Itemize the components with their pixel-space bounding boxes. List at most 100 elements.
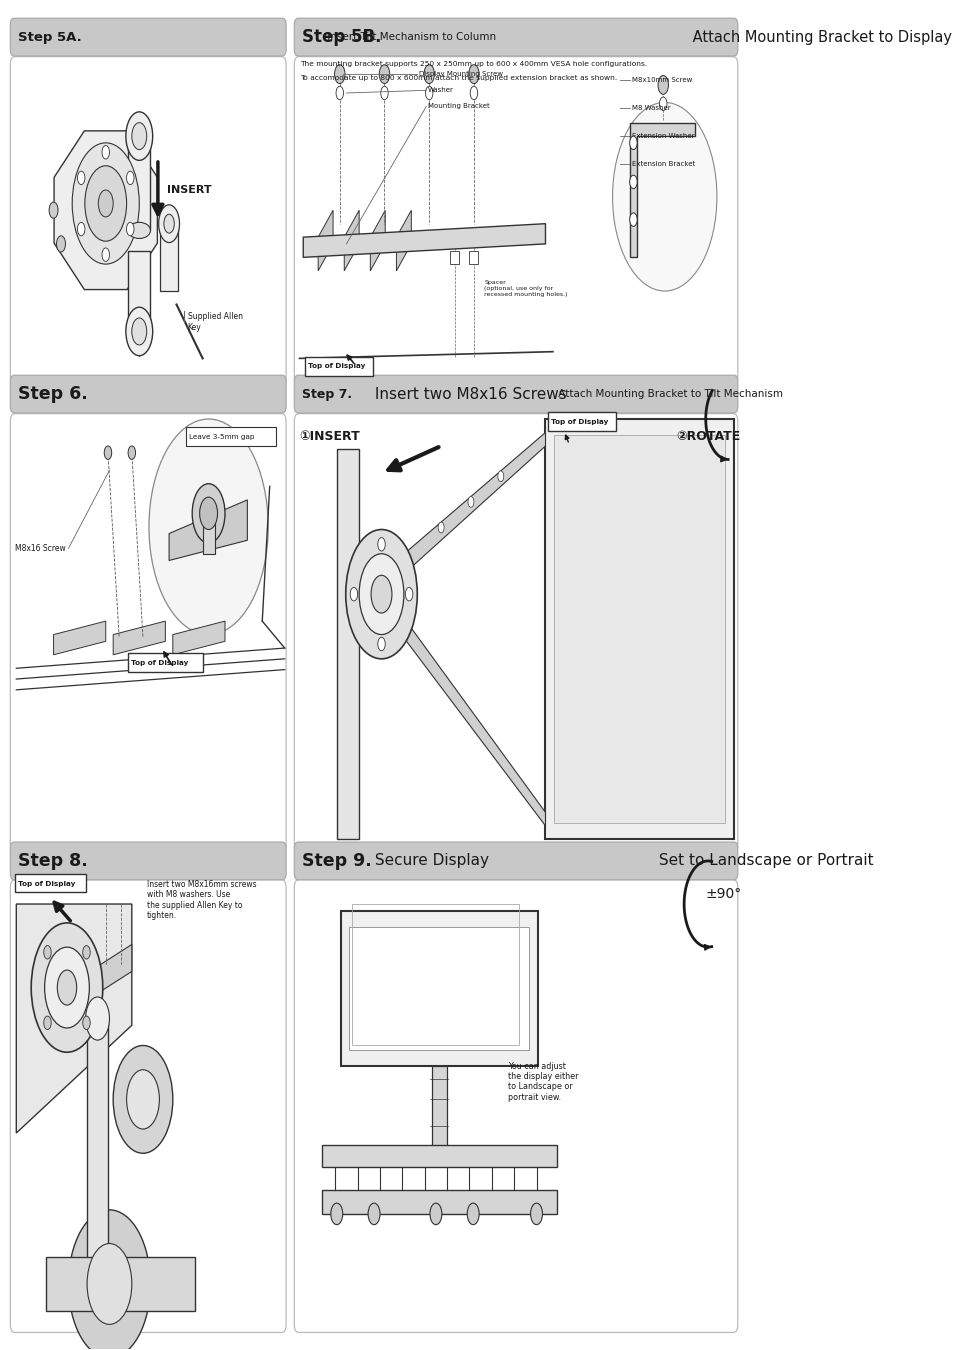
- FancyBboxPatch shape: [294, 57, 737, 385]
- Text: Top of Display: Top of Display: [131, 660, 189, 666]
- Circle shape: [658, 76, 668, 95]
- Circle shape: [199, 497, 217, 529]
- Bar: [186, 427, 275, 446]
- Bar: [46, 1257, 195, 1311]
- Polygon shape: [54, 131, 157, 289]
- Text: You can adjust
the display either
to Landscape or
portrait view.: You can adjust the display either to Lan…: [508, 1061, 578, 1102]
- Circle shape: [102, 146, 110, 159]
- Circle shape: [430, 1203, 441, 1224]
- Bar: [321, 1145, 557, 1166]
- Circle shape: [629, 213, 637, 227]
- Text: Secure Display: Secure Display: [370, 853, 489, 868]
- Polygon shape: [344, 211, 358, 271]
- FancyBboxPatch shape: [10, 19, 286, 55]
- Circle shape: [530, 1203, 542, 1224]
- Circle shape: [377, 537, 385, 551]
- Polygon shape: [113, 621, 165, 655]
- Bar: [450, 251, 458, 265]
- Circle shape: [127, 223, 133, 236]
- Text: Step 9.: Step 9.: [301, 852, 371, 869]
- Circle shape: [425, 86, 433, 100]
- Circle shape: [69, 1210, 151, 1350]
- Circle shape: [437, 522, 444, 533]
- Text: ①INSERT: ①INSERT: [299, 431, 360, 443]
- Circle shape: [192, 483, 225, 543]
- Polygon shape: [396, 211, 411, 271]
- Text: Extension Bracket: Extension Bracket: [631, 162, 695, 167]
- Circle shape: [468, 65, 478, 84]
- Circle shape: [158, 205, 179, 243]
- Text: Washer: Washer: [427, 88, 453, 93]
- Circle shape: [371, 575, 392, 613]
- FancyBboxPatch shape: [294, 19, 737, 55]
- Bar: [305, 356, 373, 375]
- Text: Attach Mounting Bracket to Display: Attach Mounting Bracket to Display: [687, 30, 951, 45]
- Text: Step 8.: Step 8.: [18, 852, 88, 869]
- Text: ±90°: ±90°: [705, 887, 741, 900]
- Polygon shape: [172, 621, 225, 655]
- Circle shape: [659, 97, 666, 111]
- FancyBboxPatch shape: [294, 375, 737, 413]
- Circle shape: [335, 65, 345, 84]
- Circle shape: [77, 223, 85, 236]
- Bar: [160, 224, 178, 292]
- Circle shape: [497, 471, 503, 482]
- Bar: [469, 251, 477, 265]
- Text: M8x10mm Screw: M8x10mm Screw: [631, 77, 692, 82]
- Circle shape: [77, 171, 85, 185]
- Circle shape: [612, 103, 716, 292]
- Text: Attach Mounting Bracket to Tilt Mechanism: Attach Mounting Bracket to Tilt Mechanis…: [555, 389, 782, 400]
- Circle shape: [629, 136, 637, 150]
- Circle shape: [44, 945, 51, 958]
- Circle shape: [132, 319, 147, 346]
- Bar: [554, 435, 724, 824]
- Text: Extension Washer: Extension Washer: [631, 134, 694, 139]
- Circle shape: [467, 1203, 478, 1224]
- Circle shape: [164, 215, 174, 234]
- Bar: [336, 448, 358, 840]
- Text: M8 Washer: M8 Washer: [631, 105, 670, 111]
- Text: Insert two M8x16mm screws
with M8 washers. Use
the supplied Allen Key to
tighten: Insert two M8x16mm screws with M8 washer…: [147, 880, 256, 919]
- Polygon shape: [169, 500, 247, 560]
- Circle shape: [98, 190, 113, 217]
- Text: INSERT: INSERT: [167, 185, 212, 194]
- Circle shape: [127, 171, 133, 185]
- Circle shape: [49, 202, 58, 219]
- Text: Step 5B.: Step 5B.: [301, 28, 381, 46]
- Circle shape: [380, 86, 388, 100]
- FancyBboxPatch shape: [10, 375, 286, 413]
- Circle shape: [128, 446, 135, 459]
- Bar: [128, 143, 151, 231]
- Polygon shape: [303, 224, 545, 258]
- Text: Insert Tilt Mechanism to Column: Insert Tilt Mechanism to Column: [323, 32, 496, 42]
- Circle shape: [85, 166, 127, 242]
- Circle shape: [45, 948, 90, 1027]
- FancyBboxPatch shape: [294, 413, 737, 853]
- Bar: [547, 412, 616, 431]
- Polygon shape: [370, 211, 385, 271]
- Text: To accomodate up to 800 x 600mm attach the supplied extension bracket as shown.: To accomodate up to 800 x 600mm attach t…: [300, 76, 617, 81]
- Polygon shape: [53, 621, 106, 655]
- FancyBboxPatch shape: [10, 413, 286, 853]
- Text: Step 7.: Step 7.: [301, 387, 352, 401]
- Ellipse shape: [128, 223, 151, 239]
- Text: ②ROTATE: ②ROTATE: [676, 431, 740, 443]
- Bar: [202, 510, 214, 554]
- Circle shape: [56, 236, 66, 252]
- Bar: [87, 1018, 108, 1268]
- FancyBboxPatch shape: [294, 842, 737, 880]
- Circle shape: [126, 112, 152, 161]
- Circle shape: [83, 1017, 91, 1030]
- Circle shape: [405, 587, 413, 601]
- Text: Insert two M8x16 Screws: Insert two M8x16 Screws: [370, 386, 566, 401]
- Text: Set to Landscape or Portrait: Set to Landscape or Portrait: [653, 853, 873, 868]
- Polygon shape: [396, 432, 545, 580]
- Circle shape: [104, 446, 112, 459]
- Text: Top of Display: Top of Display: [308, 363, 365, 370]
- Bar: [15, 875, 86, 892]
- FancyBboxPatch shape: [294, 880, 737, 1332]
- Bar: [128, 653, 202, 672]
- Circle shape: [126, 308, 152, 355]
- Circle shape: [83, 945, 91, 958]
- Polygon shape: [396, 608, 545, 826]
